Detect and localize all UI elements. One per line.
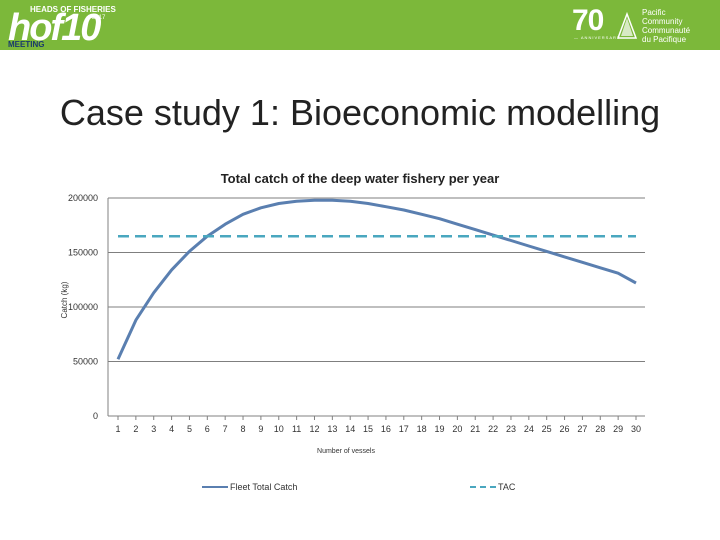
x-tick-label: 21: [470, 424, 480, 434]
spc-name-fr: Communauté du Pacifique: [642, 26, 691, 44]
series-line-fleet-total-catch: [116, 198, 637, 360]
legend-fleet-total-catch: Fleet Total Catch: [202, 482, 297, 492]
x-tick-label: 7: [223, 424, 228, 434]
header-banner: HEADS OF FISHERIES 2017 hof10 MEETING 70…: [0, 0, 720, 50]
x-tick-label: 28: [595, 424, 605, 434]
legend-tac: TAC: [470, 482, 515, 492]
spc-logo: 70 — ANNIVERSARY — Pacific Community Com…: [572, 4, 716, 48]
x-tick-label: 12: [309, 424, 319, 434]
x-tick-label: 26: [560, 424, 570, 434]
x-tick-label: 19: [435, 424, 445, 434]
x-tick-label: 18: [417, 424, 427, 434]
y-tick-label: 100000: [68, 302, 98, 312]
hof-logo-subtitle: HEADS OF FISHERIES: [30, 5, 116, 14]
chart-title: Total catch of the deep water fishery pe…: [221, 171, 500, 186]
spc-emblem-icon: [616, 11, 638, 39]
x-tick-label: 17: [399, 424, 409, 434]
x-tick-label: 13: [327, 424, 337, 434]
hof-logo: HEADS OF FISHERIES 2017 hof10 MEETING: [4, 2, 124, 49]
x-tick-label: 23: [506, 424, 516, 434]
hof-logo-meeting: MEETING: [8, 40, 45, 49]
y-tick-label: 200000: [68, 193, 98, 203]
x-tick-label: 27: [577, 424, 587, 434]
y-tick-label: 50000: [73, 357, 98, 367]
legend-dashed-line-icon: [470, 486, 496, 488]
y-tick-label: 150000: [68, 248, 98, 258]
catch-chart: Total catch of the deep water fishery pe…: [60, 171, 645, 455]
x-tick-label: 30: [631, 424, 641, 434]
x-tick-label: 1: [115, 424, 120, 434]
x-tick-label: 2: [133, 424, 138, 434]
legend-solid-line-icon: [202, 486, 228, 488]
x-tick-label: 9: [258, 424, 263, 434]
x-tick-label: 15: [363, 424, 373, 434]
x-tick-label: 20: [452, 424, 462, 434]
legend-label: Fleet Total Catch: [230, 482, 298, 492]
spc-name-en: Pacific Community: [642, 8, 683, 26]
x-axis-title: Number of vessels: [317, 448, 375, 455]
x-tick-label: 6: [205, 424, 210, 434]
x-tick-label: 11: [292, 424, 301, 434]
x-tick-label: 10: [274, 424, 284, 434]
x-tick-label: 14: [345, 424, 355, 434]
x-tick-label: 8: [241, 424, 246, 434]
hof-logo-year: 2017: [92, 15, 106, 21]
x-tick-label: 29: [613, 424, 623, 434]
hof-logo-wordmark: hof10: [8, 7, 101, 49]
x-tick-label: 24: [524, 424, 534, 434]
x-tick-label: 4: [169, 424, 174, 434]
anniversary-icon: — ANNIVERSARY —: [574, 35, 628, 40]
x-tick-label: 16: [381, 424, 391, 434]
x-tick-label: 22: [488, 424, 498, 434]
y-axis-title: Catch (kg): [60, 281, 69, 318]
x-tick-label: 5: [187, 424, 192, 434]
anniversary-number: 70: [572, 4, 604, 37]
slide-title: Case study 1: Bioeconomic modelling: [59, 92, 661, 133]
x-tick-label: 3: [151, 424, 156, 434]
legend-label: TAC: [498, 482, 516, 492]
x-tick-label: 25: [542, 424, 552, 434]
y-tick-label: 0: [93, 411, 98, 421]
